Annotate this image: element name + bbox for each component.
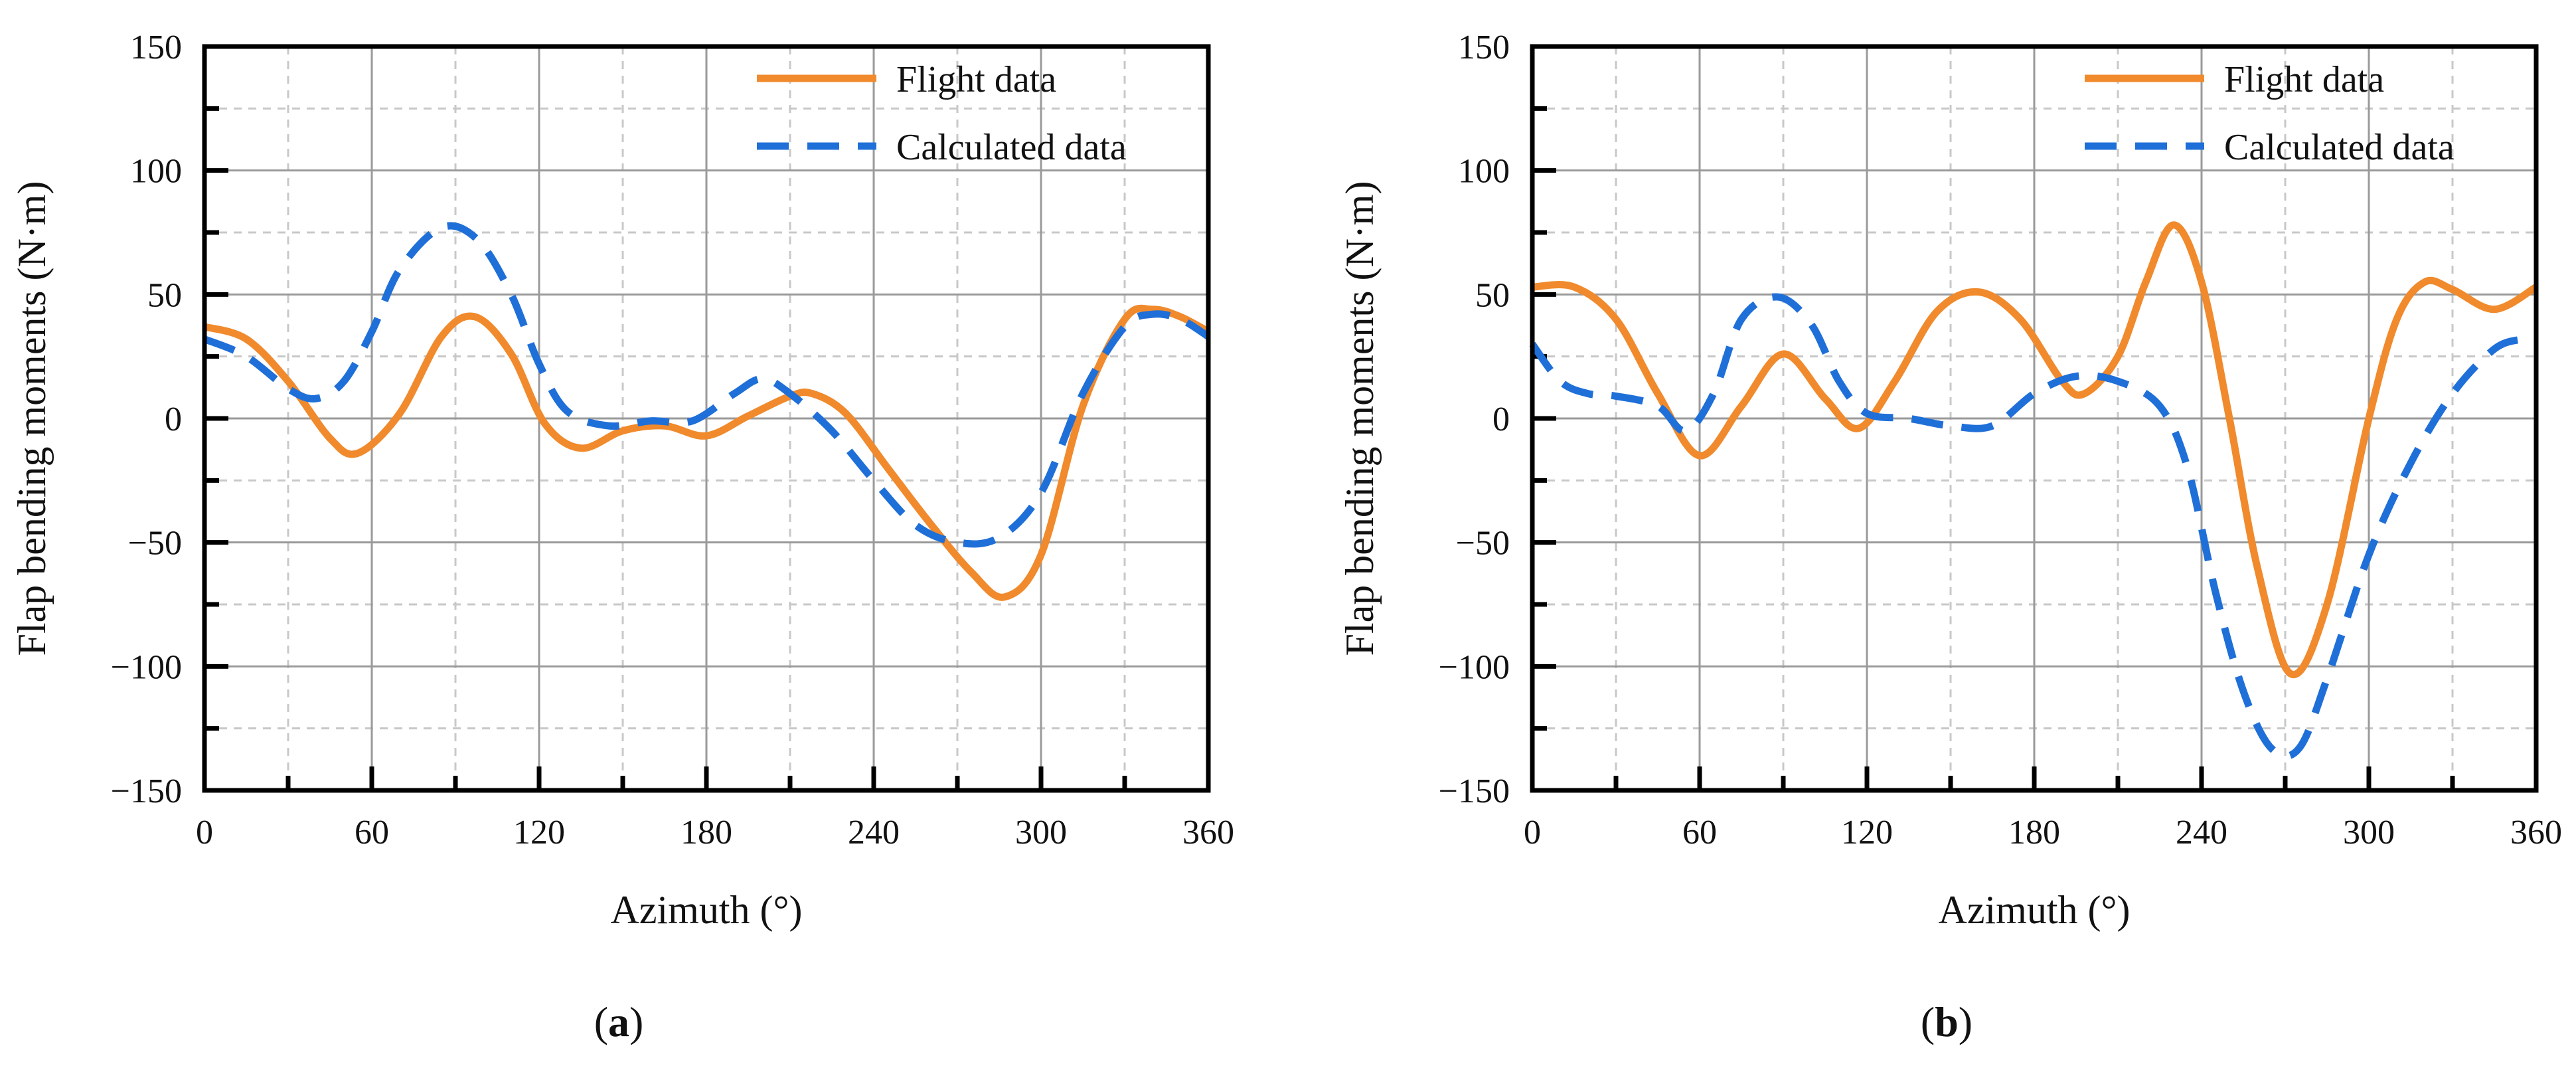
panel-caption: (a) [594,998,644,1045]
y-tick-label: 100 [1458,153,1510,191]
calculated-data-line [1529,293,2524,760]
y-tick-label: 0 [165,400,182,438]
x-tick-label: 300 [2343,814,2395,851]
caption-open-paren: ( [594,998,608,1045]
legend-label: Flight data [2224,59,2384,100]
y-tick-label: 150 [1458,29,1510,66]
chart-panel-b: 0 60 120 180 240 300 360 150 100 50 0 −50 −100 −150 Az… [1338,29,2562,1045]
x-tick-label: 360 [1182,814,1234,851]
x-axis-title: Azimuth (°) [611,888,803,932]
legend-label: Flight data [896,59,1056,100]
x-tick-label: 180 [2008,814,2060,851]
panel-caption: (b) [1921,998,1972,1045]
y-tick-label: −100 [1439,648,1510,686]
x-tick-label: 240 [2176,814,2227,851]
flight-data-line [1532,221,2538,678]
y-tick-label: −150 [111,772,182,810]
x-tick-label: 180 [681,814,732,851]
caption-open-paren: ( [1921,998,1935,1045]
x-axis-title: Azimuth (°) [1939,888,2131,932]
x-tick-label: 0 [1524,814,1541,851]
plot-frame [202,44,1211,793]
x-tick-label: 360 [2510,814,2562,851]
y-tick-label: −150 [1439,772,1510,810]
x-tick-label: 120 [513,814,565,851]
y-axis-title: Flap bending moments (N·m) [1338,181,1382,656]
x-tick-label: 240 [848,814,900,851]
caption-close-paren: ) [1959,998,1972,1045]
legend-label: Calculated data [896,127,1127,168]
flight-data-line [203,304,1210,601]
calculated-data-line [202,222,1211,548]
x-tick-label: 60 [1682,814,1717,851]
x-tick-label: 60 [355,814,389,851]
y-tick-label: 50 [1475,276,1510,314]
y-tick-label: −100 [111,648,182,686]
plot-frame [1530,44,2539,793]
y-tick-label: 150 [130,29,182,66]
x-tick-label: 0 [196,814,213,851]
caption-letter: b [1935,998,1959,1045]
legend-label: Calculated data [2224,127,2455,168]
y-tick-label: 100 [130,153,182,191]
chart-panel-a: 0 60 120 180 240 300 360 150 100 50 0 −50 −100 −150 Az… [10,29,1234,1045]
x-tick-label: 120 [1841,814,1893,851]
y-tick-label: −50 [1456,525,1510,563]
caption-letter: a [608,998,629,1045]
caption-close-paren: ) [629,998,643,1045]
y-tick-label: 50 [147,276,182,314]
y-tick-label: −50 [128,525,182,563]
y-axis-title: Flap bending moments (N·m) [10,181,54,656]
x-tick-label: 300 [1015,814,1067,851]
y-tick-label: 0 [1492,400,1510,438]
